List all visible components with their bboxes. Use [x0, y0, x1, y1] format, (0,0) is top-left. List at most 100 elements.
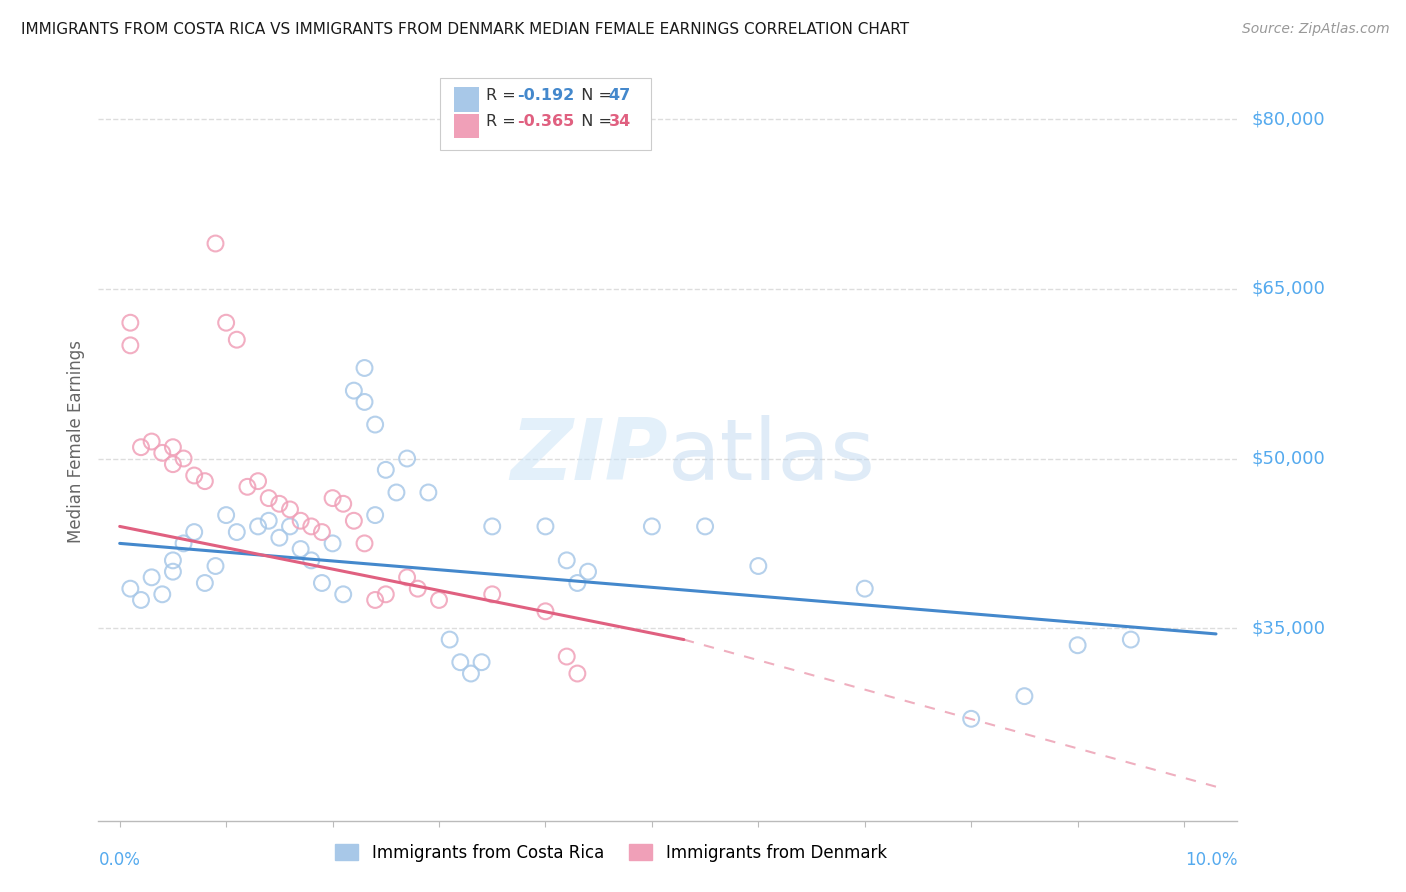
- Point: [173, 451, 195, 466]
- Point: [471, 655, 494, 669]
- Point: [576, 565, 599, 579]
- Point: [162, 565, 184, 579]
- Text: $35,000: $35,000: [1251, 619, 1326, 637]
- Point: [353, 361, 375, 376]
- Point: [150, 587, 173, 601]
- Point: [322, 536, 344, 550]
- Point: [299, 553, 322, 567]
- Point: [225, 524, 247, 539]
- FancyBboxPatch shape: [454, 114, 479, 138]
- Point: [364, 508, 387, 522]
- Point: [162, 440, 184, 454]
- Point: [641, 519, 664, 533]
- FancyBboxPatch shape: [454, 87, 479, 112]
- Legend: Immigrants from Costa Rica, Immigrants from Denmark: Immigrants from Costa Rica, Immigrants f…: [335, 844, 887, 862]
- Point: [481, 587, 503, 601]
- Point: [269, 497, 291, 511]
- Point: [364, 417, 387, 432]
- Point: [257, 514, 280, 528]
- Point: [353, 395, 375, 409]
- Text: N =: N =: [571, 114, 617, 129]
- Text: atlas: atlas: [668, 415, 876, 499]
- Y-axis label: Median Female Earnings: Median Female Earnings: [66, 340, 84, 543]
- Point: [278, 519, 301, 533]
- Point: [1119, 632, 1142, 647]
- Point: [150, 446, 173, 460]
- Point: [385, 485, 408, 500]
- Point: [567, 576, 589, 591]
- Point: [747, 559, 769, 574]
- Point: [693, 519, 716, 533]
- Point: [1066, 638, 1088, 652]
- Point: [299, 519, 322, 533]
- Point: [204, 236, 226, 251]
- Text: 34: 34: [609, 114, 631, 129]
- Point: [534, 604, 557, 618]
- Text: -0.365: -0.365: [517, 114, 575, 129]
- Point: [120, 582, 142, 596]
- Point: [162, 553, 184, 567]
- Point: [406, 582, 429, 596]
- Text: IMMIGRANTS FROM COSTA RICA VS IMMIGRANTS FROM DENMARK MEDIAN FEMALE EARNINGS COR: IMMIGRANTS FROM COSTA RICA VS IMMIGRANTS…: [21, 22, 910, 37]
- Point: [449, 655, 471, 669]
- Point: [204, 559, 226, 574]
- Point: [129, 593, 152, 607]
- Point: [162, 457, 184, 471]
- Point: [225, 333, 247, 347]
- Point: [215, 508, 238, 522]
- Point: [141, 434, 163, 449]
- Point: [418, 485, 440, 500]
- Point: [353, 536, 375, 550]
- Text: -0.192: -0.192: [517, 87, 575, 103]
- Point: [311, 524, 333, 539]
- Point: [343, 384, 366, 398]
- Text: N =: N =: [571, 87, 617, 103]
- Point: [183, 524, 205, 539]
- Text: 0.0%: 0.0%: [98, 851, 141, 869]
- Point: [460, 666, 482, 681]
- Point: [194, 576, 217, 591]
- Point: [364, 593, 387, 607]
- FancyBboxPatch shape: [440, 78, 651, 150]
- Point: [290, 542, 312, 557]
- Point: [555, 649, 578, 664]
- Point: [960, 712, 983, 726]
- Point: [215, 316, 238, 330]
- Point: [396, 451, 419, 466]
- Text: 47: 47: [609, 87, 631, 103]
- Text: $80,000: $80,000: [1251, 110, 1324, 128]
- Point: [322, 491, 344, 505]
- Text: ZIP: ZIP: [510, 415, 668, 499]
- Point: [141, 570, 163, 584]
- Text: 10.0%: 10.0%: [1185, 851, 1237, 869]
- Point: [269, 531, 291, 545]
- Point: [374, 587, 396, 601]
- Point: [173, 536, 195, 550]
- Point: [481, 519, 503, 533]
- Point: [247, 474, 270, 488]
- Point: [1014, 689, 1036, 703]
- Point: [567, 666, 589, 681]
- Point: [311, 576, 333, 591]
- Point: [120, 316, 142, 330]
- Text: $50,000: $50,000: [1251, 450, 1324, 467]
- Point: [427, 593, 450, 607]
- Point: [247, 519, 270, 533]
- Point: [374, 463, 396, 477]
- Point: [853, 582, 876, 596]
- Point: [236, 480, 259, 494]
- Point: [439, 632, 461, 647]
- Text: Source: ZipAtlas.com: Source: ZipAtlas.com: [1241, 22, 1389, 37]
- Point: [129, 440, 152, 454]
- Point: [332, 587, 354, 601]
- Text: R =: R =: [485, 87, 520, 103]
- Point: [343, 514, 366, 528]
- Text: $65,000: $65,000: [1251, 280, 1324, 298]
- Point: [290, 514, 312, 528]
- Point: [120, 338, 142, 352]
- Point: [194, 474, 217, 488]
- Point: [555, 553, 578, 567]
- Point: [396, 570, 419, 584]
- Point: [183, 468, 205, 483]
- Text: R =: R =: [485, 114, 520, 129]
